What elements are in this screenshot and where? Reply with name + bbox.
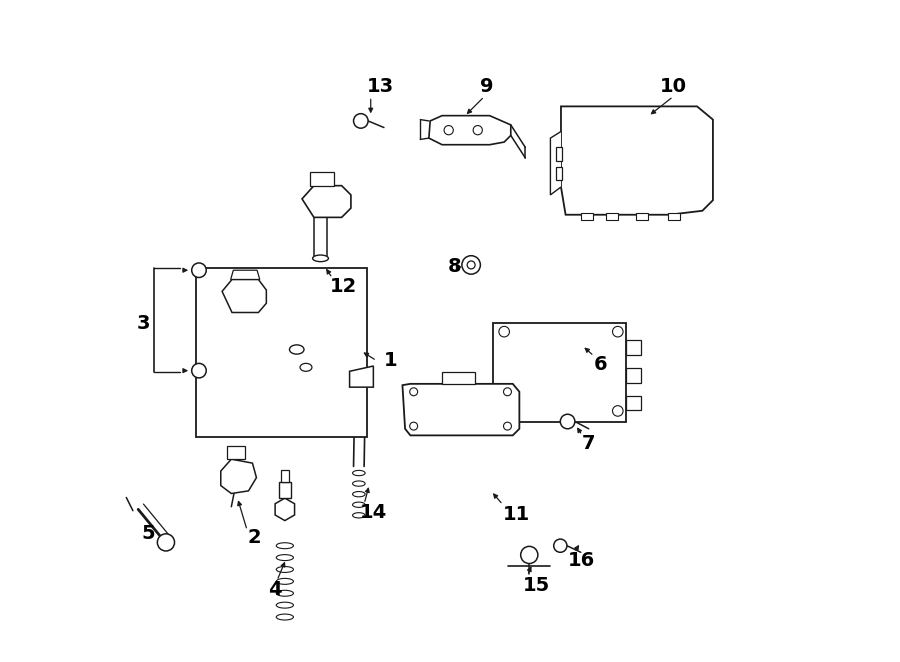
Bar: [555, 167, 562, 180]
Text: 14: 14: [360, 503, 387, 522]
Text: 1: 1: [384, 352, 398, 370]
Polygon shape: [551, 132, 561, 195]
Polygon shape: [561, 107, 713, 214]
Circle shape: [503, 388, 511, 396]
Circle shape: [499, 326, 509, 337]
Bar: [279, 483, 291, 498]
Polygon shape: [275, 498, 294, 520]
Bar: [442, 372, 475, 384]
Polygon shape: [230, 270, 260, 279]
Circle shape: [444, 126, 454, 135]
Ellipse shape: [276, 567, 293, 573]
Text: 4: 4: [268, 581, 282, 600]
Bar: [493, 323, 626, 422]
Circle shape: [554, 539, 567, 552]
Polygon shape: [349, 366, 373, 387]
Text: 10: 10: [660, 77, 687, 96]
Circle shape: [462, 256, 481, 274]
Text: 5: 5: [141, 524, 155, 544]
Text: 6: 6: [594, 355, 608, 373]
Ellipse shape: [276, 614, 293, 620]
Bar: [636, 213, 648, 220]
Text: 2: 2: [248, 528, 261, 547]
Ellipse shape: [276, 591, 293, 596]
Circle shape: [499, 406, 509, 416]
Text: 7: 7: [582, 434, 596, 453]
Ellipse shape: [276, 555, 293, 561]
Bar: [606, 213, 617, 220]
Bar: [281, 471, 289, 483]
Ellipse shape: [353, 471, 365, 476]
Bar: [479, 396, 493, 416]
Ellipse shape: [353, 512, 365, 518]
Bar: [555, 148, 562, 161]
Ellipse shape: [312, 255, 328, 261]
Bar: [626, 368, 641, 383]
Ellipse shape: [276, 579, 293, 585]
Text: 9: 9: [481, 77, 494, 96]
Circle shape: [354, 114, 368, 128]
Bar: [195, 268, 367, 437]
Ellipse shape: [353, 502, 365, 507]
Circle shape: [521, 546, 538, 563]
Ellipse shape: [353, 481, 365, 487]
Text: 8: 8: [447, 258, 461, 277]
Ellipse shape: [290, 345, 304, 354]
Text: 15: 15: [523, 576, 550, 595]
Circle shape: [410, 422, 418, 430]
Circle shape: [503, 422, 511, 430]
Bar: [580, 213, 593, 220]
Polygon shape: [310, 173, 334, 185]
Bar: [626, 340, 641, 355]
Circle shape: [467, 261, 475, 269]
Bar: [626, 396, 641, 410]
Text: 12: 12: [329, 277, 357, 296]
Circle shape: [561, 414, 575, 429]
Circle shape: [158, 534, 175, 551]
Circle shape: [613, 406, 623, 416]
Polygon shape: [222, 279, 266, 312]
Text: 3: 3: [137, 314, 150, 332]
Ellipse shape: [300, 363, 312, 371]
Text: 13: 13: [367, 77, 394, 96]
Ellipse shape: [276, 602, 293, 608]
Ellipse shape: [276, 543, 293, 549]
Circle shape: [473, 126, 482, 135]
Ellipse shape: [353, 491, 365, 496]
Polygon shape: [402, 384, 519, 436]
Circle shape: [192, 363, 206, 378]
Text: 11: 11: [503, 505, 530, 524]
Polygon shape: [302, 185, 351, 217]
Polygon shape: [429, 116, 511, 145]
Polygon shape: [220, 459, 256, 493]
Circle shape: [192, 263, 206, 277]
Text: 16: 16: [568, 551, 595, 571]
Circle shape: [410, 388, 418, 396]
Polygon shape: [228, 446, 245, 459]
Circle shape: [613, 326, 623, 337]
Bar: [668, 213, 680, 220]
